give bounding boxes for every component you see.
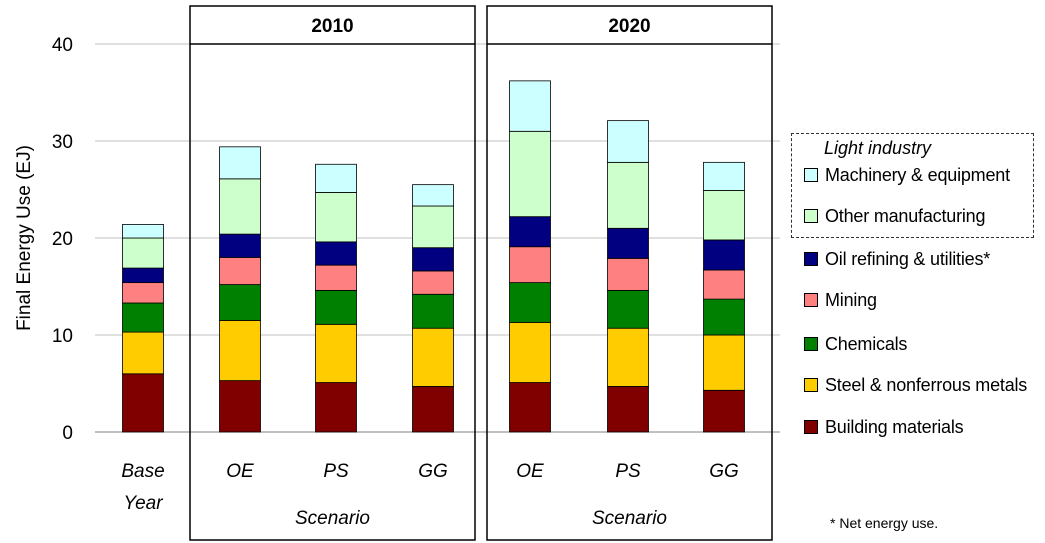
legend-swatch: [804, 209, 818, 223]
bar-segment: [607, 227, 649, 259]
bar-segment: [509, 80, 551, 132]
bar-segment: [219, 284, 261, 321]
bar-segment: [703, 269, 745, 300]
x-tick-label: Year: [123, 493, 163, 514]
x-tick-label: OE: [516, 461, 544, 482]
bar-segment: [219, 178, 261, 235]
bar-segment: [219, 233, 261, 258]
legend-label: Machinery & equipment: [825, 164, 1010, 185]
legend-item: Building materials: [804, 416, 964, 438]
legend-label: Other manufacturing: [825, 205, 986, 226]
legend-item: Machinery & equipment: [804, 164, 1010, 186]
legend-group-title: Light industry: [824, 138, 932, 158]
bar-segment: [509, 321, 551, 383]
bar-segment: [703, 190, 745, 241]
bar-segment: [509, 282, 551, 323]
bar-segment: [122, 282, 164, 304]
x-group-label: Scenario: [295, 508, 370, 529]
bar-segment: [607, 120, 649, 163]
legend-label: Chemicals: [825, 333, 908, 354]
y-tick-label: 20: [52, 229, 73, 250]
legend-swatch: [804, 293, 818, 307]
legend-swatch: [804, 252, 818, 266]
x-group-label: Scenario: [592, 508, 667, 529]
bar-segment: [509, 130, 551, 218]
bar-segment: [122, 331, 164, 375]
y-tick-label: 0: [62, 423, 73, 444]
legend-label: Mining: [825, 289, 877, 310]
bar-segment: [703, 334, 745, 391]
bar-segment: [219, 380, 261, 433]
x-tick-label: GG: [709, 461, 739, 482]
bar-segment: [315, 382, 357, 433]
x-tick-label: OE: [226, 461, 254, 482]
bars: [122, 80, 745, 433]
y-tick-label: 10: [52, 326, 73, 347]
legend-label: Steel & nonferrous metals: [825, 374, 1028, 395]
bar-segment: [703, 298, 745, 336]
bar-segment: [412, 205, 454, 249]
scenario-panel-frame: [486, 5, 773, 541]
bar-segment: [315, 323, 357, 383]
legend-swatch: [804, 337, 818, 351]
bar-segment: [122, 237, 164, 269]
bar-segment: [315, 241, 357, 266]
bar-segment: [607, 327, 649, 387]
legend-item: Other manufacturing: [804, 205, 985, 227]
legend-label: Building materials: [825, 416, 964, 437]
legend-item: Mining: [804, 289, 877, 311]
legend-swatch: [804, 378, 818, 392]
bar-segment: [509, 382, 551, 433]
panel-year-title: 2010: [311, 16, 353, 37]
x-tick-label: Base: [121, 461, 164, 482]
bar-segment: [412, 327, 454, 387]
bar-segment: [315, 289, 357, 325]
x-tick-label: PS: [323, 461, 349, 482]
bar-segment: [219, 320, 261, 381]
bar-segment: [122, 373, 164, 433]
bar-segment: [412, 184, 454, 207]
bar-segment: [607, 257, 649, 291]
footnote: * Net energy use.: [830, 515, 939, 531]
bar-segment: [219, 256, 261, 285]
y-tick-label: 30: [52, 132, 73, 153]
bar-segment: [122, 267, 164, 284]
bar-segment: [509, 246, 551, 284]
bar-segment: [122, 224, 164, 239]
bar-segment: [219, 146, 261, 180]
bar-segment: [122, 302, 164, 333]
bar-segment: [509, 216, 551, 248]
legend-label: Oil refining & utilities*: [825, 248, 991, 269]
bar-segment: [703, 239, 745, 271]
panel-year-title: 2020: [608, 16, 650, 37]
y-tick-label: 40: [52, 35, 73, 56]
bar-segment: [703, 389, 745, 433]
light-industry-group-box: [791, 133, 1034, 238]
legend-swatch: [804, 168, 818, 182]
bar-segment: [412, 270, 454, 295]
legend-swatch: [804, 420, 818, 434]
scenario-panels: 2010 Scenario 2020 Scenario: [189, 5, 773, 541]
bar-segment: [607, 289, 649, 329]
y-axis-label: Final Energy Use (EJ): [14, 145, 35, 331]
x-tick-label: GG: [418, 461, 448, 482]
legend-item: Oil refining & utilities*: [804, 248, 990, 270]
axes: Final Energy Use (EJ) 0 10 20 30 40 Base Year O…: [14, 35, 739, 514]
bar-segment: [607, 161, 649, 229]
scenario-panel-frame: [189, 5, 476, 541]
bar-segment: [703, 161, 745, 191]
legend-item: Chemicals: [804, 333, 907, 355]
bar-segment: [412, 386, 454, 433]
bar-segment: [412, 293, 454, 329]
bar-segment: [412, 247, 454, 272]
bar-segment: [315, 264, 357, 291]
bar-segment: [315, 163, 357, 193]
bar-segment: [607, 386, 649, 433]
bar-segment: [315, 192, 357, 243]
x-tick-label: PS: [615, 461, 641, 482]
legend: Light industry Machinery & equipment Othe…: [791, 133, 1042, 448]
legend-item: Steel & nonferrous metals: [804, 374, 1027, 396]
